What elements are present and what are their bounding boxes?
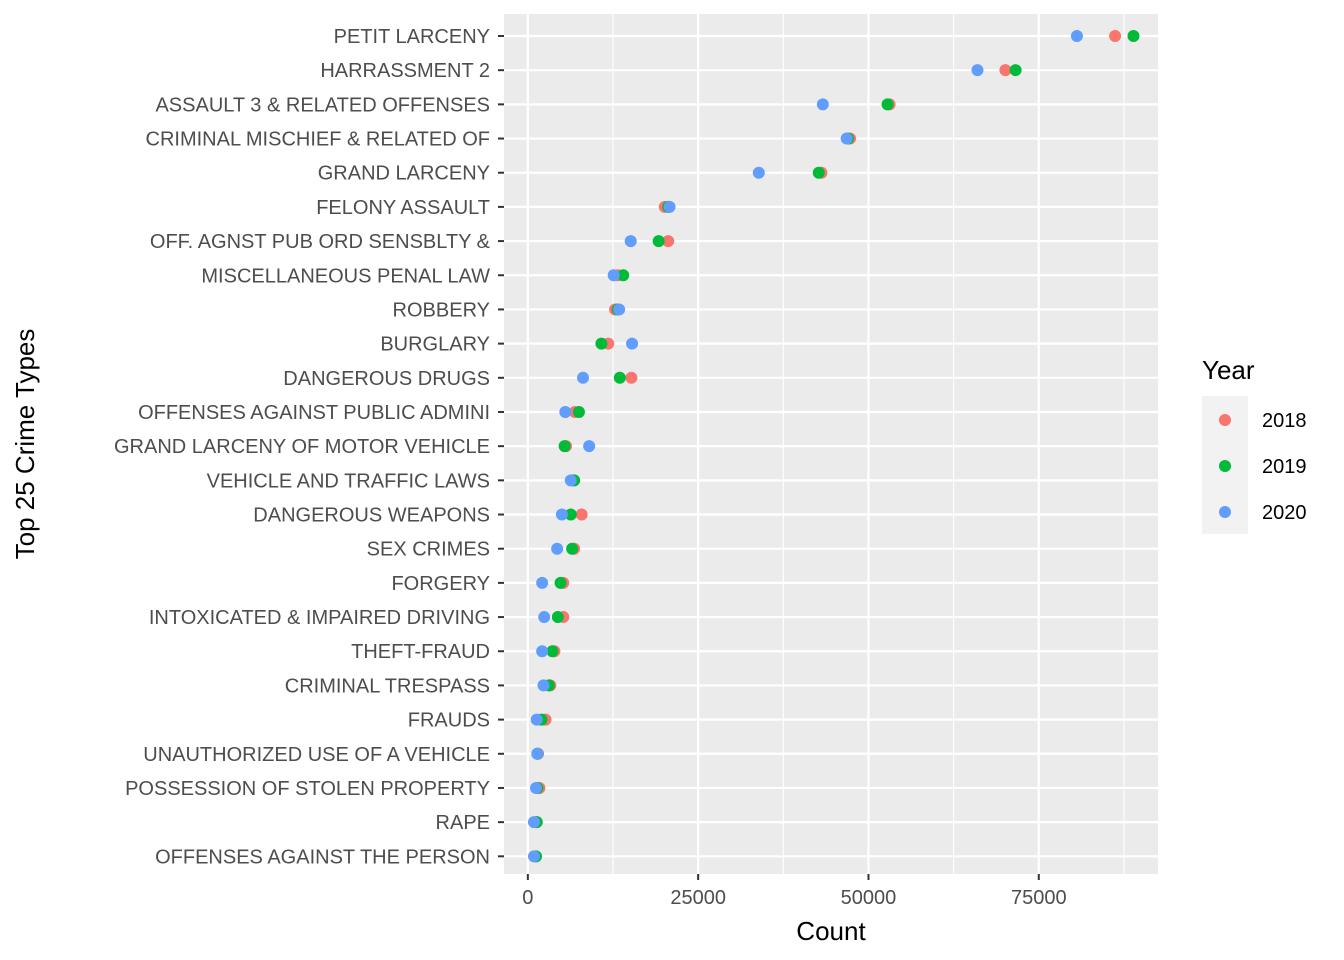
y-tick-label: CRIMINAL MISCHIEF & RELATED OF	[146, 129, 490, 151]
data-point-2020	[607, 269, 620, 282]
legend-key-2020	[1219, 506, 1231, 518]
data-point-2019	[564, 508, 577, 521]
y-tick-label: HARRASSMENT 2	[320, 60, 490, 82]
x-axis: 0 25000 50000 75000	[522, 874, 1067, 909]
legend-label-2020: 2020	[1262, 502, 1307, 524]
data-point-2019	[881, 98, 894, 111]
legend: Year 2018 2019 2020	[1202, 355, 1307, 534]
data-point-2020	[537, 679, 550, 692]
legend-label-2019: 2019	[1262, 456, 1307, 478]
y-tick-label: FRAUDS	[408, 710, 490, 732]
data-point-2020	[559, 405, 572, 418]
y-axis: PETIT LARCENY HARRASSMENT 2 ASSAULT 3 & RE…	[114, 26, 504, 868]
data-point-2020	[536, 645, 549, 658]
data-point-2019	[595, 337, 608, 350]
data-point-2020	[1070, 30, 1083, 42]
data-point-2019	[558, 440, 571, 453]
legend-title: Year	[1202, 355, 1255, 385]
data-point-2020	[530, 781, 543, 794]
data-point-2019	[554, 576, 567, 589]
data-point-2020	[527, 850, 540, 863]
x-axis-title: Count	[796, 916, 866, 946]
data-point-2020	[538, 611, 551, 624]
data-point-2020	[663, 200, 676, 213]
y-tick-label: GRAND LARCENY	[318, 163, 490, 185]
data-point-2020	[971, 64, 984, 77]
y-tick-label: CRIMINAL TRESPASS	[285, 675, 490, 697]
y-tick-label: THEFT-FRAUD	[351, 641, 490, 663]
y-tick-label: GRAND LARCENY OF MOTOR VEHICLE	[114, 436, 490, 458]
grid-lines	[504, 14, 1158, 874]
y-tick-label: OFFENSES AGAINST PUBLIC ADMINI	[138, 402, 490, 424]
legend-key-2018	[1219, 414, 1231, 426]
data-point-2020	[527, 816, 540, 829]
data-point-2019	[617, 269, 630, 282]
y-tick-label: VEHICLE AND TRAFFIC LAWS	[207, 470, 490, 492]
y-tick-label: FORGERY	[391, 573, 490, 595]
data-point-2018	[999, 64, 1012, 77]
data-point-2019	[572, 405, 585, 418]
data-point-2020	[816, 98, 829, 111]
legend-key-2019	[1219, 460, 1231, 472]
data-point-2019	[1127, 30, 1140, 42]
data-point-2020	[564, 474, 577, 487]
data-point-2019	[652, 235, 665, 248]
data-point-2019	[812, 166, 825, 179]
data-point-2018	[575, 508, 588, 521]
x-tick-label: 50000	[841, 887, 897, 909]
y-tick-label: OFF. AGNST PUB ORD SENSBLTY &	[150, 231, 491, 253]
y-tick-label: SEX CRIMES	[367, 539, 490, 561]
data-point-2020	[626, 337, 639, 350]
data-point-2020	[551, 542, 564, 555]
data-point-2020	[752, 166, 765, 179]
data-point-2020	[577, 371, 590, 384]
legend-label-2018: 2018	[1262, 410, 1307, 432]
data-point-2019	[551, 611, 564, 624]
y-tick-label: DANGEROUS DRUGS	[283, 368, 490, 390]
data-point-2019	[566, 542, 579, 555]
plot-panel	[504, 14, 1158, 874]
x-tick-label: 75000	[1011, 887, 1067, 909]
y-tick-label: UNAUTHORIZED USE OF A VEHICLE	[143, 744, 490, 766]
data-point-2020	[555, 508, 568, 521]
data-point-2020	[583, 440, 596, 453]
data-point-2018	[1109, 30, 1122, 42]
data-point-2020	[613, 303, 626, 316]
y-tick-label: DANGEROUS WEAPONS	[253, 505, 490, 527]
data-point-2018	[625, 371, 638, 384]
data-point-2019	[1009, 64, 1022, 77]
data-point-2018	[662, 235, 675, 248]
data-point-2020	[530, 713, 543, 726]
y-tick-label: RAPE	[436, 812, 490, 834]
y-tick-label: ASSAULT 3 & RELATED OFFENSES	[155, 94, 490, 116]
y-tick-label: BURGLARY	[380, 334, 490, 356]
y-tick-label: FELONY ASSAULT	[316, 197, 490, 219]
x-tick-label: 25000	[670, 887, 726, 909]
data-point-2019	[546, 645, 559, 658]
x-tick-label: 0	[522, 887, 533, 909]
data-point-2020	[624, 235, 637, 248]
y-tick-label: PETIT LARCENY	[334, 26, 490, 48]
data-point-2020	[536, 576, 549, 589]
data-points	[527, 30, 1140, 863]
data-point-2019	[613, 371, 626, 384]
y-tick-label: OFFENSES AGAINST THE PERSON	[155, 846, 490, 868]
y-axis-title: Top 25 Crime Types	[10, 329, 40, 560]
y-tick-label: MISCELLANEOUS PENAL LAW	[201, 265, 490, 287]
y-tick-label: ROBBERY	[393, 299, 490, 321]
data-point-2020	[840, 132, 853, 145]
y-tick-label: INTOXICATED & IMPAIRED DRIVING	[149, 607, 490, 629]
data-point-2020	[531, 747, 544, 760]
y-tick-label: POSSESSION OF STOLEN PROPERTY	[125, 778, 490, 800]
